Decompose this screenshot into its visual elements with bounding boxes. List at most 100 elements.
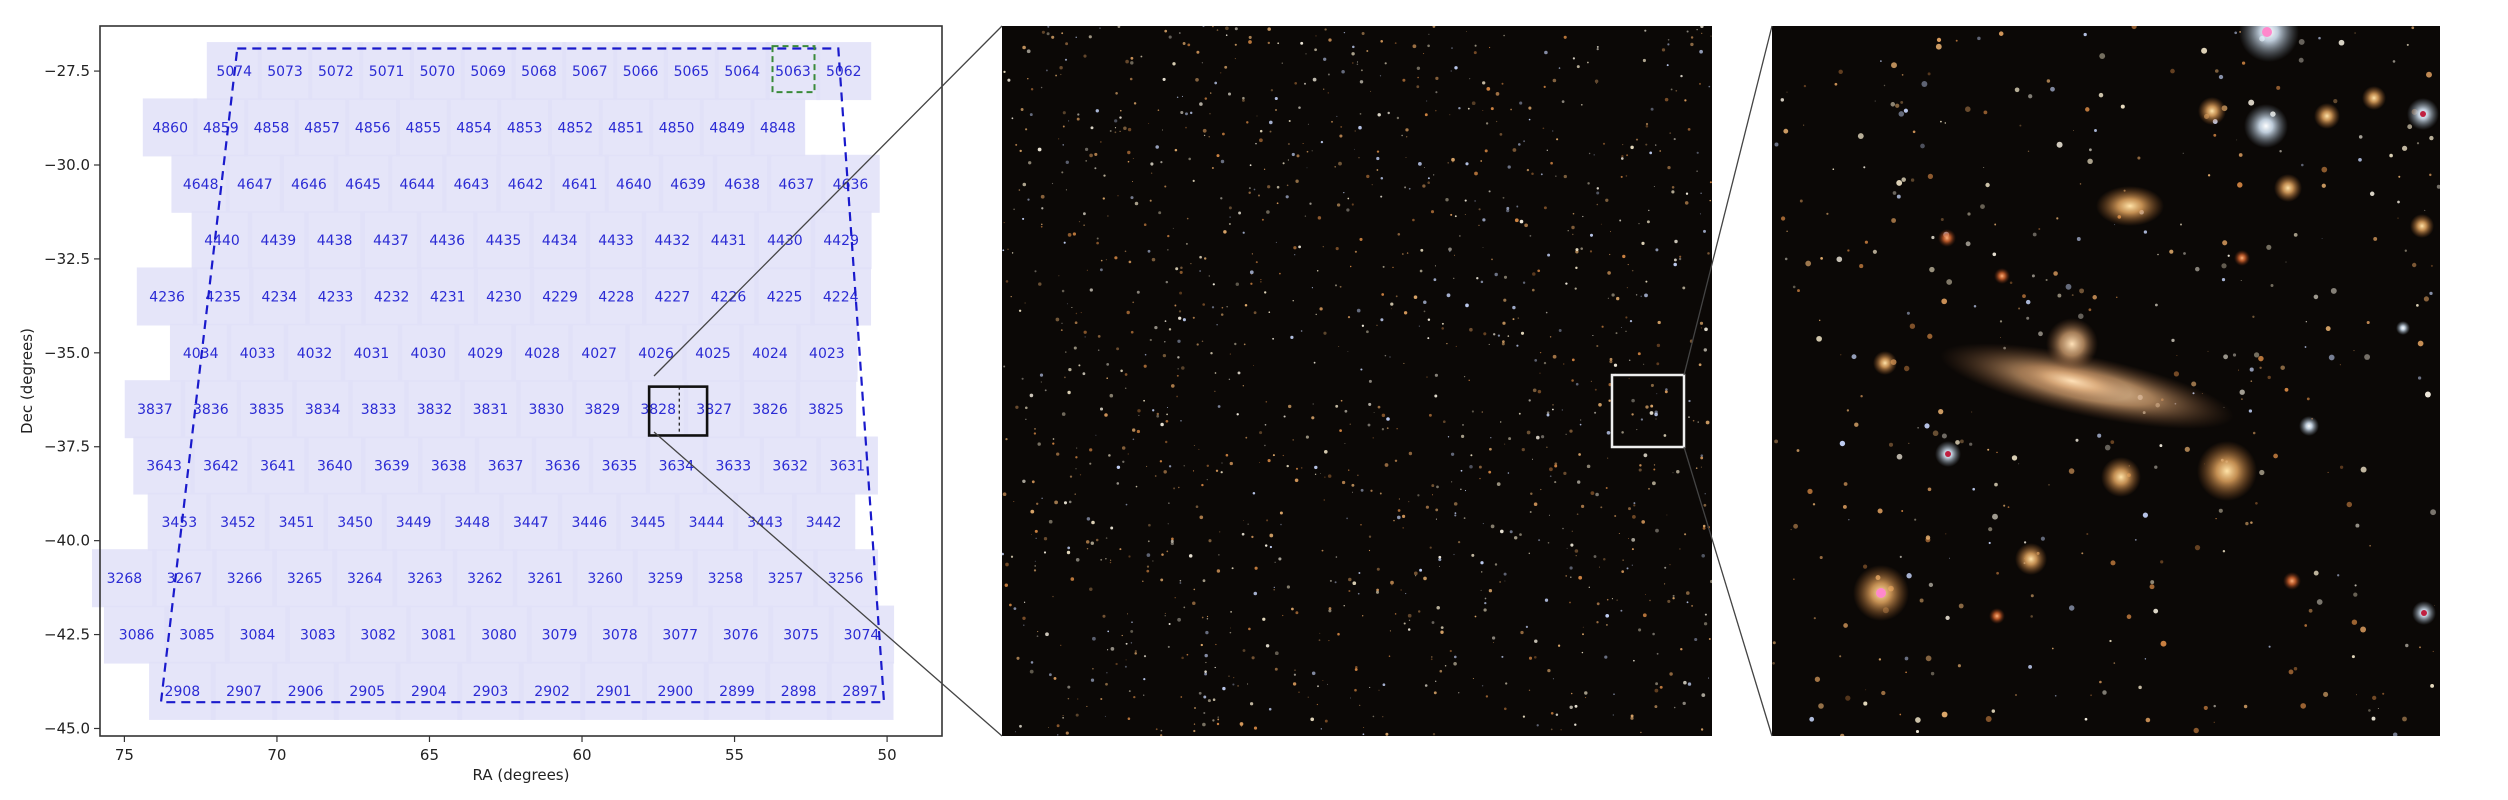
sky-source [1541,435,1545,439]
sky-source [1249,702,1254,706]
sky-source [1078,364,1081,367]
sky-source [1164,615,1166,617]
sky-source [1664,97,1669,102]
sky-source [1034,560,1036,562]
sky-source [1700,456,1704,460]
sky-source [1575,555,1577,557]
sky-source [1109,561,1112,564]
tile-4434 [529,211,591,270]
sky-source [1941,433,1947,439]
sky-source [1611,293,1615,297]
tile-label: 4233 [318,289,354,305]
sky-source [2045,278,2048,282]
sky-source [1565,433,1567,435]
sky-source [1164,185,1167,188]
sky-source [1193,723,1196,725]
sky-source [1220,159,1225,164]
sky-source [1120,109,1122,112]
sky-source [1697,421,1699,423]
sky-source [1628,359,1631,361]
sky-source [1474,44,1477,47]
sky-source [1065,160,1069,164]
sky-source [1642,58,1646,63]
tile-4860 [142,98,198,157]
sky-source [1826,212,1829,215]
sky-source [1851,354,1857,360]
tile-3080 [466,605,532,664]
x-axis-label: RA (degrees) [473,766,570,784]
sky-source [2377,708,2379,709]
sky-source [1985,182,1990,188]
sky-source [1402,514,1406,518]
sky-source [1608,399,1611,402]
sky-source [2325,326,2331,332]
tile-label: 3641 [260,459,296,475]
sky-source [1905,671,1907,674]
sky-source [1131,621,1133,624]
sky-source [1335,247,1339,251]
sky-source [1838,69,1843,75]
sky-source [2171,338,2175,343]
sky-source [1312,77,1317,82]
tile-label: 2897 [842,684,878,700]
sky-source [2258,355,2264,362]
sky-source [1969,442,1973,446]
sky-source [1159,460,1163,463]
sky-source [1335,404,1339,408]
sky-source [1202,128,1207,133]
sky-source [1842,504,1847,509]
sky-source [2432,650,2434,652]
sky-source [1179,291,1183,295]
sky-source [2223,354,2229,360]
sky-source [1912,130,1916,134]
sky-source [1278,557,1282,561]
sky-source [1039,373,1044,377]
sky-source [1077,698,1079,700]
sky-source [2110,440,2115,444]
sky-source [1168,502,1170,504]
sky-source [2318,36,2321,40]
sky-source [2259,469,2265,476]
sky-source [1883,84,1886,87]
sky-source [1432,733,1436,736]
tile-label: 3446 [572,515,608,531]
sky-source [1134,650,1137,653]
tile-5068 [511,42,567,101]
tile-label: 3257 [768,571,804,587]
sky-source [1803,84,1807,88]
tile-label: 5068 [521,64,557,80]
sky-source [2203,705,2208,710]
sky-source [1839,655,1842,658]
tile-label: 5066 [623,64,659,80]
sky-source [1168,328,1172,331]
sky-source [1547,542,1550,544]
sky-source [2419,646,2421,649]
sky-source [1774,439,1779,444]
sky-source [1216,324,1218,326]
sky-source [1402,78,1406,82]
sky-source [1175,267,1179,271]
tile-label: 3636 [545,459,581,475]
sky-source [1645,280,1648,283]
sky-source [1148,122,1150,125]
sky-source [1440,630,1444,634]
sky-source [1532,272,1536,276]
sky-source [1327,73,1330,76]
sky-source [1453,254,1456,256]
sky-source [1519,219,1524,224]
sky-source [1528,656,1533,660]
tile-label: 4030 [411,346,447,362]
sky-source [2313,294,2319,300]
bright-star [2262,27,2272,37]
sky-source [1328,38,1332,42]
sky-source [1230,627,1232,629]
sky-source [1291,152,1295,157]
sky-source [1572,233,1574,236]
sky-source [1105,682,1108,686]
sky-source [2248,99,2255,106]
sky-source [2075,438,2079,442]
sky-source [1323,499,1325,501]
sky-source [1234,43,1237,46]
bright-star [1945,451,1951,457]
sky-source [1288,119,1291,123]
